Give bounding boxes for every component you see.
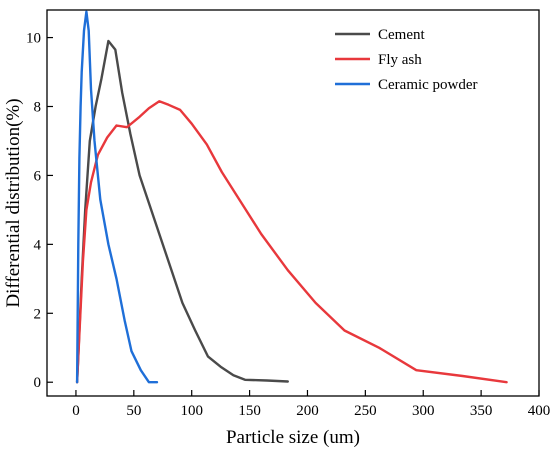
legend-label: Fly ash	[378, 52, 422, 68]
y-tick-label: 10	[26, 31, 41, 47]
series-line-ceramic-powder	[75, 10, 159, 384]
x-axis-title: Particle size (um)	[226, 427, 360, 448]
x-tick-label: 100	[180, 403, 203, 419]
x-tick-label: 350	[470, 403, 493, 419]
legend-label: Cement	[378, 27, 425, 43]
x-tick-label: 250	[354, 403, 377, 419]
y-tick-label: 6	[34, 168, 42, 184]
y-tick-label: 2	[34, 306, 42, 322]
y-tick-label: 8	[34, 100, 42, 116]
y-axis-title: Differential distribution(%)	[3, 98, 24, 307]
x-tick-label: 150	[238, 403, 261, 419]
x-tick-label: 300	[412, 403, 435, 419]
legend-label: Ceramic powder	[378, 77, 478, 93]
x-tick-label: 400	[528, 403, 550, 419]
series-line-fly-ash	[75, 100, 508, 384]
series-line-cement	[75, 39, 289, 384]
y-tick-label: 4	[34, 237, 42, 253]
series-lines	[75, 10, 508, 384]
y-tick-label: 0	[34, 375, 42, 391]
x-axis-ticks: 0 50 100 150 200 250 300 350 400	[72, 390, 550, 419]
plot-frame	[46, 9, 540, 397]
y-axis-ticks: 0 2 4 6 8 10	[26, 31, 53, 391]
x-tick-label: 0	[72, 403, 80, 419]
legend: Cement Fly ash Ceramic powder	[335, 27, 478, 93]
x-tick-label: 50	[126, 403, 141, 419]
x-tick-label: 200	[296, 403, 319, 419]
